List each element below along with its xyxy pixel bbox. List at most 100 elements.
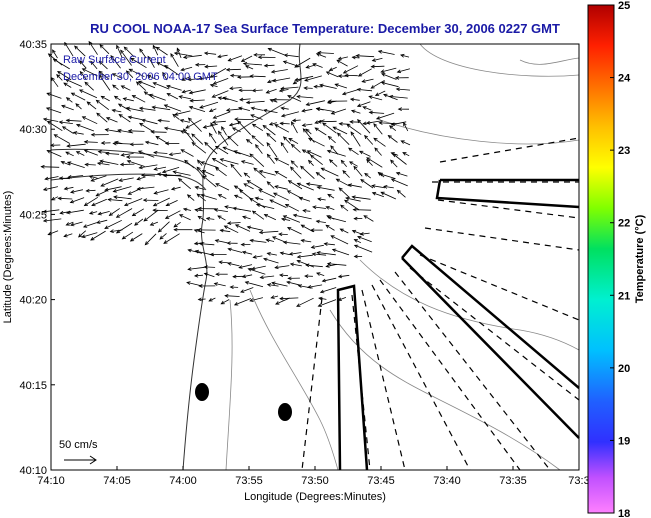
current-vector: [330, 235, 349, 245]
current-vector: [242, 274, 253, 278]
current-vector-head: [141, 118, 146, 123]
current-vector: [113, 143, 131, 145]
current-vector: [228, 248, 243, 253]
coastline-path: [50, 148, 204, 179]
colorbar-tick-label: 20: [618, 363, 630, 375]
current-vector-head: [249, 153, 254, 158]
current-vector: [181, 149, 194, 157]
current-vector-head: [395, 171, 401, 176]
current-vector: [180, 119, 190, 123]
current-vector-head: [294, 77, 299, 82]
current-vector-head: [337, 274, 343, 279]
current-vector: [289, 252, 302, 255]
current-vector-head: [52, 49, 56, 54]
current-vector: [48, 230, 59, 235]
current-vector-head: [336, 59, 341, 64]
current-vector: [209, 108, 217, 112]
current-vector-head: [305, 263, 310, 268]
current-vector: [105, 153, 120, 155]
current-vector: [113, 186, 132, 192]
colorbar-tick-label: 24: [618, 73, 631, 85]
current-vector: [91, 175, 107, 182]
current-vector: [116, 222, 133, 234]
current-vector-head: [179, 119, 185, 123]
current-vector-head: [180, 67, 185, 72]
current-vector: [56, 74, 63, 81]
current-vector: [96, 112, 108, 123]
current-vector-head: [245, 100, 251, 105]
current-vector: [259, 230, 279, 233]
current-vector: [188, 266, 205, 270]
current-vector-head: [322, 122, 327, 127]
current-vector: [47, 121, 63, 132]
current-vector: [336, 59, 348, 67]
current-vector: [101, 95, 110, 102]
current-vector: [266, 239, 275, 242]
y-tick-label: 40:25: [19, 209, 47, 221]
current-vector: [306, 64, 315, 68]
current-vector: [173, 221, 181, 228]
current-vector: [51, 196, 59, 201]
current-vector-head: [184, 159, 189, 164]
current-vector: [153, 152, 168, 154]
current-vector-head: [98, 60, 103, 65]
current-vector: [224, 225, 239, 234]
current-vector-head: [185, 125, 190, 129]
current-vector-head: [365, 120, 371, 125]
current-vector-head: [161, 169, 167, 174]
current-vector: [83, 222, 97, 228]
current-vector-head: [97, 211, 102, 216]
current-vector: [362, 106, 372, 111]
current-vector: [232, 127, 241, 133]
current-vector: [91, 198, 107, 206]
current-vector-head: [258, 170, 263, 174]
current-vector-head: [128, 68, 133, 73]
current-vector: [258, 189, 276, 198]
current-vector: [67, 143, 86, 147]
colorbar-label: Temperature (°C): [634, 214, 646, 303]
current-vector: [383, 186, 394, 189]
current-vector-head: [297, 284, 303, 288]
colorbar-tick-label: 23: [618, 145, 630, 157]
current-vector-head: [65, 118, 70, 123]
current-vector-head: [90, 60, 95, 65]
current-vector: [264, 64, 275, 67]
current-vector: [218, 131, 229, 146]
current-vector-head: [250, 114, 255, 118]
current-vector-head: [170, 186, 176, 191]
x-axis: 74:10 74:05 74:00 73:55 73:50 73:45 73:40 73:35…: [37, 466, 590, 487]
current-vector-head: [120, 153, 125, 157]
current-vector: [249, 153, 265, 167]
current-vector-head: [70, 92, 75, 97]
current-vector: [280, 252, 290, 255]
current-vector: [264, 214, 277, 221]
current-vector-head: [70, 222, 75, 227]
y-axis: 40:35 40:30 40:25 40:20 40:15 40:10: [19, 39, 55, 477]
current-vector-head: [180, 130, 185, 134]
current-vector: [189, 106, 206, 112]
current-vector: [251, 135, 264, 147]
current-vector-head: [227, 135, 232, 140]
current-vector-head: [170, 52, 175, 58]
current-vector-head: [249, 238, 254, 243]
current-vector: [100, 160, 119, 165]
current-vector-head: [315, 107, 321, 111]
current-vector-head: [155, 46, 160, 51]
current-vector-head: [262, 124, 267, 129]
current-vector: [244, 172, 251, 178]
current-vector: [114, 95, 121, 101]
current-vector: [130, 57, 147, 69]
current-vector: [331, 108, 347, 115]
current-vector: [210, 68, 227, 78]
current-vector: [374, 147, 382, 156]
current-vector: [79, 71, 87, 80]
current-vector-head: [152, 82, 157, 86]
current-vector-head: [91, 202, 96, 207]
current-vector-head: [403, 121, 407, 127]
current-vector-head: [50, 196, 56, 201]
current-vector-head: [353, 165, 358, 170]
current-vector-head: [338, 122, 343, 126]
current-vector-head: [135, 81, 141, 86]
current-vector: [338, 56, 348, 60]
current-vector-head: [219, 228, 224, 233]
